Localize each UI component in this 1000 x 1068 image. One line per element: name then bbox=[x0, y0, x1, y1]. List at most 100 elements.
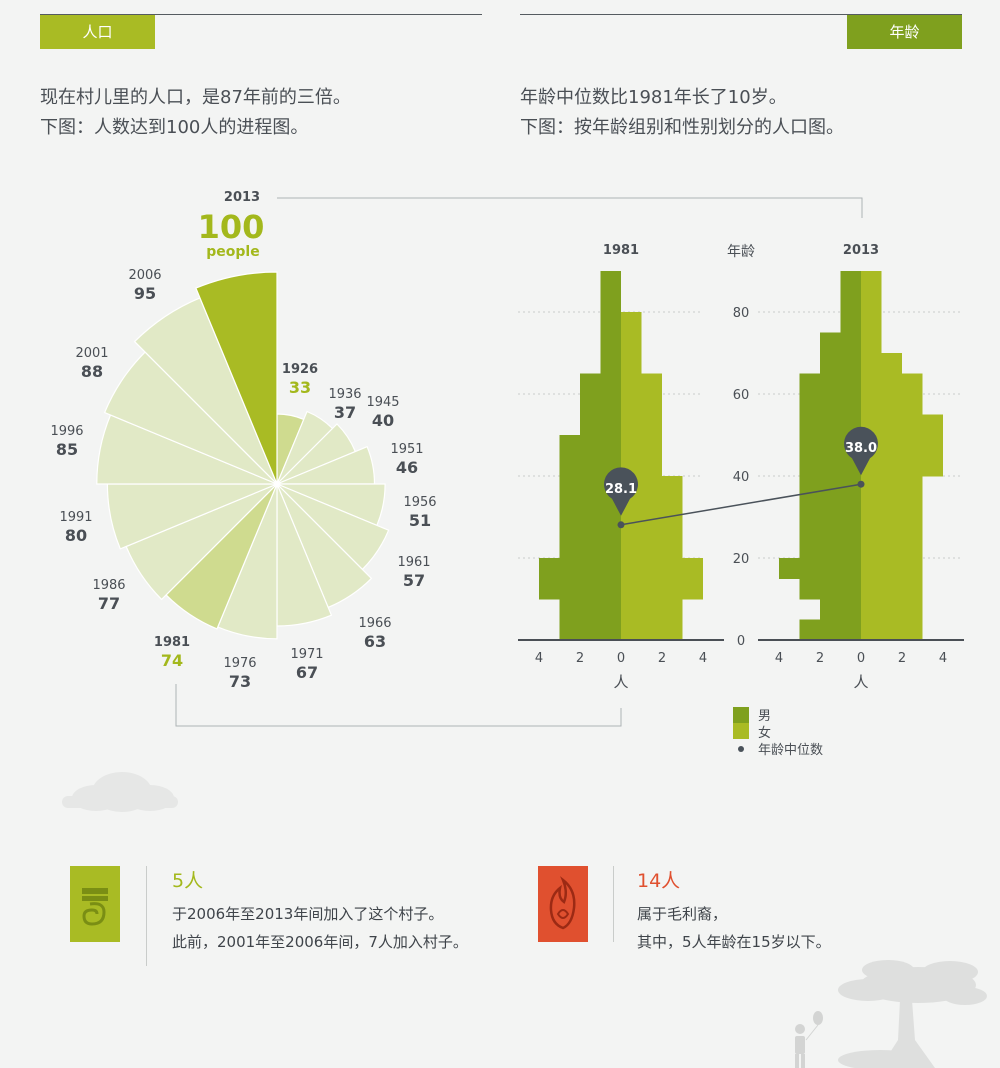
polar-year-label-1945: 1945 bbox=[366, 395, 399, 410]
median-marker-pin-1981 bbox=[604, 467, 638, 516]
pyramid-bar-female bbox=[861, 414, 943, 436]
tab-age[interactable]: 年龄 bbox=[847, 15, 962, 49]
pyramid-bar-female bbox=[621, 394, 662, 415]
pyramid-bar-male bbox=[580, 394, 621, 415]
pyramid-bar-male bbox=[600, 312, 621, 333]
pyramid-bar-female bbox=[861, 537, 923, 559]
pyramid-bar-female bbox=[621, 619, 683, 641]
polar-value-label-1986: 77 bbox=[98, 594, 120, 613]
population-intro-line2: 下图：人数达到100人的进程图。 bbox=[40, 117, 309, 138]
polar-year-label-1976: 1976 bbox=[223, 656, 256, 671]
child-with-balloon-icon bbox=[795, 1011, 823, 1068]
pyramid-bar-female bbox=[861, 619, 923, 641]
pyramid-bar-female bbox=[861, 394, 923, 415]
pyramid-title-1981: 1981 bbox=[603, 243, 639, 258]
polar-value-label-1976: 73 bbox=[229, 672, 251, 691]
pyramid-bar-female bbox=[621, 599, 683, 620]
pyramid-bar-male bbox=[559, 517, 621, 538]
pyramid-bar-male bbox=[580, 414, 621, 436]
median-dot-1981 bbox=[617, 521, 625, 529]
pyramid-bar-male bbox=[799, 414, 861, 436]
pyramid-title-2013: 2013 bbox=[843, 243, 879, 258]
age-intro-line1: 年龄中位数比1981年长了10岁。 bbox=[520, 87, 787, 108]
pyramid-bar-male bbox=[559, 455, 621, 477]
polar-value-label-1996: 85 bbox=[56, 440, 78, 459]
polar-value-label-1991: 80 bbox=[65, 526, 87, 545]
pyramid-bar-male bbox=[799, 517, 861, 538]
pyramid-bar-female bbox=[621, 332, 642, 354]
pyramid-bar-male bbox=[799, 578, 861, 600]
polar-value-label-1981: 74 bbox=[161, 651, 183, 670]
cloud-decoration-icon bbox=[62, 772, 178, 812]
pyramid-bar-male bbox=[820, 599, 861, 620]
pyramid-y-tick: 60 bbox=[733, 388, 750, 403]
pyramid-y-tick: 80 bbox=[733, 306, 750, 321]
pyramid-x-tick: 4 bbox=[775, 651, 783, 666]
tab-population[interactable]: 人口 bbox=[40, 15, 155, 49]
polar-value-label-1971: 67 bbox=[296, 663, 318, 682]
pyramid-bar-female bbox=[861, 332, 882, 354]
pyramid-x-tick: 2 bbox=[816, 651, 824, 666]
legend-median-dot bbox=[738, 746, 744, 752]
pyramid-x-axis-label: 人 bbox=[613, 673, 628, 691]
pyramid-bar-female bbox=[861, 435, 943, 456]
pyramid-bar-male bbox=[600, 332, 621, 354]
polar-year-label-1991: 1991 bbox=[59, 510, 92, 525]
polar-unit-label: people bbox=[206, 244, 259, 260]
pyramid-bar-male bbox=[840, 271, 861, 292]
pyramid-x-tick: 0 bbox=[857, 651, 865, 666]
joined-line2: 此前，2001年至2006年间，7人加入村子。 bbox=[172, 933, 468, 951]
pyramid-bar-male bbox=[820, 353, 861, 374]
pyramid-bar-female bbox=[861, 578, 923, 600]
joined-count: 5人 bbox=[172, 870, 204, 892]
polar-year-label-1986: 1986 bbox=[92, 578, 125, 593]
polar-value-label-2013: 100 bbox=[198, 208, 265, 246]
pyramid-bar-female bbox=[621, 312, 642, 333]
polar-year-label-1926: 1926 bbox=[282, 362, 318, 377]
pyramid-bar-female bbox=[861, 291, 882, 313]
polar-year-label-1996: 1996 bbox=[50, 424, 83, 439]
polar-year-label-2013: 2013 bbox=[224, 190, 260, 205]
polar-year-label-1961: 1961 bbox=[397, 555, 430, 570]
pyramid-bar-male bbox=[539, 558, 621, 579]
legend-female-label: 女 bbox=[758, 725, 771, 741]
note-separator-right bbox=[613, 866, 614, 942]
pyramid-x-tick: 4 bbox=[699, 651, 707, 666]
legend-male-swatch bbox=[733, 707, 749, 723]
pyramid-bar-male bbox=[580, 373, 621, 395]
pyramid-bar-male bbox=[799, 394, 861, 415]
polar-year-label-2006: 2006 bbox=[128, 268, 161, 283]
pyramid-bar-female bbox=[621, 435, 662, 456]
pyramid-bar-male bbox=[799, 619, 861, 641]
legend-female-swatch bbox=[733, 723, 749, 739]
pyramid-bar-female bbox=[861, 558, 923, 579]
pyramid-bar-male bbox=[840, 312, 861, 333]
pyramid-y-tick: 40 bbox=[733, 470, 750, 485]
pyramid-bar-female bbox=[621, 578, 703, 600]
pyramid-bar-male bbox=[600, 291, 621, 313]
pyramid-bar-male bbox=[799, 496, 861, 518]
polar-value-label-1966: 63 bbox=[364, 632, 386, 651]
median-marker-label-2013: 38.0 bbox=[845, 441, 877, 456]
pyramid-bar-male bbox=[799, 455, 861, 477]
median-marker-label-1981: 28.1 bbox=[605, 482, 637, 497]
median-dot-2013 bbox=[857, 480, 865, 488]
pyramid-x-tick: 4 bbox=[939, 651, 947, 666]
connector-1981-line bbox=[175, 684, 622, 727]
maori-icon bbox=[538, 866, 588, 942]
joined-line1: 于2006年至2013年间加入了这个村子。 bbox=[172, 905, 444, 923]
pyramid-bar-male bbox=[600, 353, 621, 374]
polar-year-label-1951: 1951 bbox=[390, 442, 423, 457]
median-trend-line bbox=[620, 483, 862, 526]
pyramid-bar-female bbox=[861, 599, 923, 620]
population-intro-line1: 现在村儿里的人口，是87年前的三倍。 bbox=[40, 87, 351, 108]
pyramid-bar-male bbox=[559, 537, 621, 559]
median-marker-pin-2013 bbox=[844, 426, 878, 476]
joined-description: 于2006年至2013年间加入了这个村子。 此前，2001年至2006年间，7人… bbox=[172, 900, 468, 956]
pyramid-bar-female bbox=[621, 353, 642, 374]
pyramid-bar-female bbox=[621, 496, 683, 518]
pyramid-bar-female bbox=[861, 271, 882, 292]
pyramid-bar-male bbox=[539, 578, 621, 600]
